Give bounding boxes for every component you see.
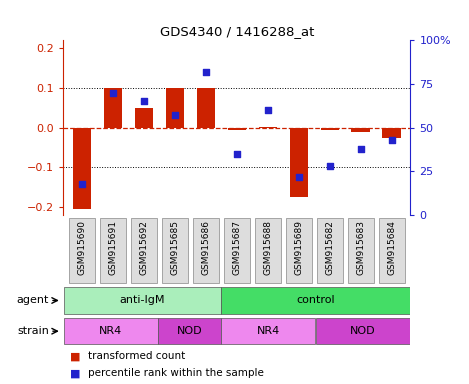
FancyBboxPatch shape — [286, 218, 312, 283]
Text: strain: strain — [17, 326, 49, 336]
Bar — [227, 127, 246, 130]
Point — [326, 163, 333, 169]
Text: ■: ■ — [70, 351, 81, 361]
Text: GSM915682: GSM915682 — [325, 220, 334, 275]
Point — [78, 180, 86, 187]
Bar — [135, 108, 153, 127]
FancyBboxPatch shape — [64, 287, 221, 314]
Point — [140, 98, 148, 104]
Text: anti-IgM: anti-IgM — [120, 295, 165, 306]
Title: GDS4340 / 1416288_at: GDS4340 / 1416288_at — [159, 25, 314, 38]
Bar — [320, 127, 339, 130]
Text: GSM915688: GSM915688 — [263, 220, 272, 275]
Point — [202, 69, 210, 75]
FancyBboxPatch shape — [131, 218, 157, 283]
Point — [295, 174, 303, 180]
Text: control: control — [296, 295, 335, 306]
Text: GSM915691: GSM915691 — [108, 220, 117, 275]
Bar — [73, 127, 91, 209]
Point — [233, 151, 241, 157]
FancyBboxPatch shape — [317, 218, 343, 283]
Point — [171, 113, 179, 119]
Text: NR4: NR4 — [99, 326, 122, 336]
Text: GSM915687: GSM915687 — [232, 220, 242, 275]
Text: percentile rank within the sample: percentile rank within the sample — [88, 368, 264, 379]
Text: GSM915683: GSM915683 — [356, 220, 365, 275]
Text: NR4: NR4 — [257, 326, 280, 336]
FancyBboxPatch shape — [158, 318, 221, 344]
FancyBboxPatch shape — [224, 218, 250, 283]
Text: agent: agent — [17, 295, 49, 306]
Point — [388, 137, 395, 143]
Text: GSM915686: GSM915686 — [201, 220, 211, 275]
Text: NOD: NOD — [177, 326, 202, 336]
FancyBboxPatch shape — [221, 287, 410, 314]
Point — [264, 107, 272, 113]
FancyBboxPatch shape — [100, 218, 126, 283]
Text: ■: ■ — [70, 368, 81, 379]
Bar — [351, 127, 370, 132]
Point — [357, 146, 364, 152]
FancyBboxPatch shape — [193, 218, 219, 283]
Point — [109, 89, 117, 96]
Text: GSM915692: GSM915692 — [139, 220, 148, 275]
FancyBboxPatch shape — [221, 318, 316, 344]
Bar — [197, 88, 215, 127]
FancyBboxPatch shape — [348, 218, 374, 283]
Bar — [289, 127, 308, 197]
Text: GSM915684: GSM915684 — [387, 220, 396, 275]
Text: transformed count: transformed count — [88, 351, 185, 361]
Bar — [166, 88, 184, 127]
FancyBboxPatch shape — [255, 218, 281, 283]
Text: GSM915690: GSM915690 — [77, 220, 86, 275]
Text: NOD: NOD — [350, 326, 376, 336]
FancyBboxPatch shape — [378, 218, 405, 283]
Bar — [104, 88, 122, 127]
Bar — [383, 127, 401, 137]
FancyBboxPatch shape — [69, 218, 95, 283]
Text: GSM915689: GSM915689 — [295, 220, 303, 275]
FancyBboxPatch shape — [64, 318, 158, 344]
FancyBboxPatch shape — [316, 318, 410, 344]
Text: GSM915685: GSM915685 — [170, 220, 179, 275]
FancyBboxPatch shape — [162, 218, 188, 283]
